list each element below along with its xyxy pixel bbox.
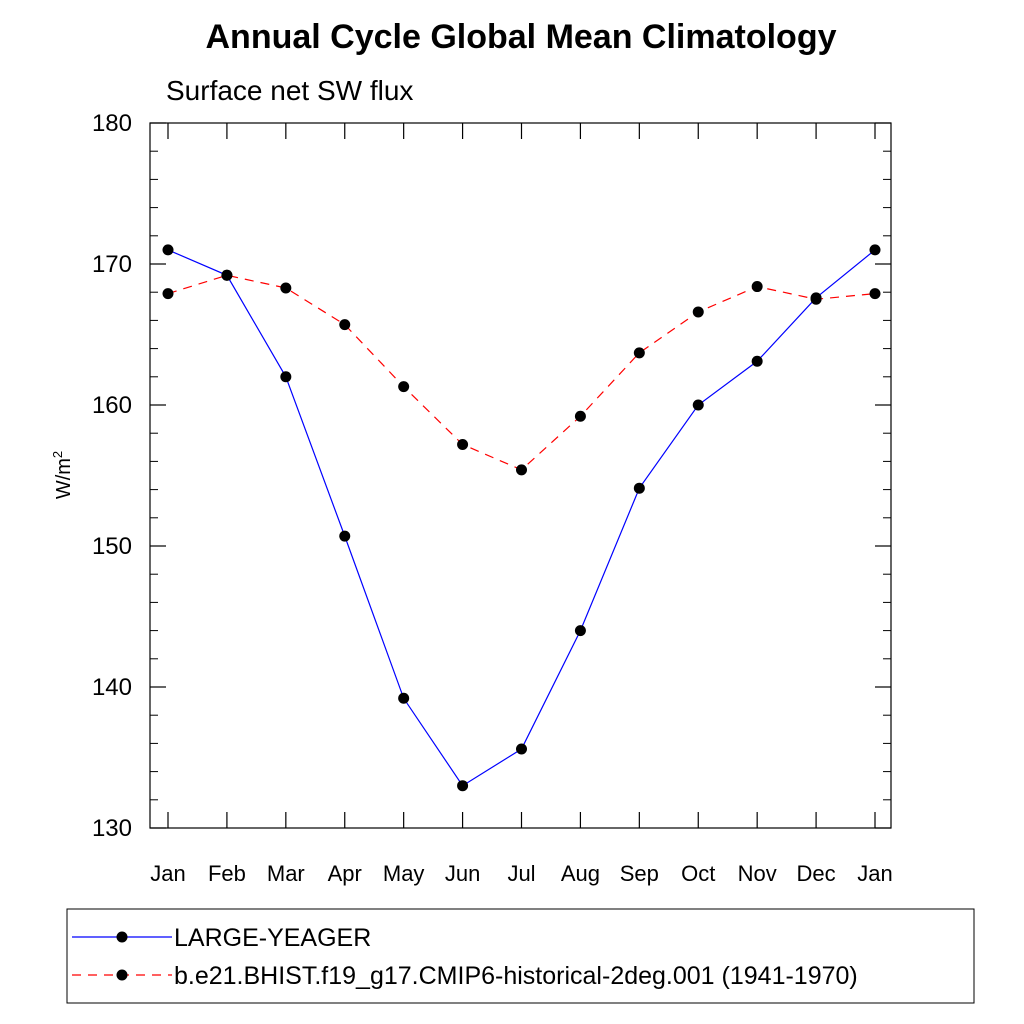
y-axis-label-text: W/m xyxy=(53,458,75,499)
x-tick-label: Aug xyxy=(561,861,600,886)
series-1-point xyxy=(516,464,527,476)
series-1-point xyxy=(162,288,174,300)
y-tick-label: 150 xyxy=(92,533,132,560)
x-tick-label: May xyxy=(383,861,425,886)
legend-label-0: LARGE-YEAGER xyxy=(174,924,371,952)
series-0-point xyxy=(516,743,527,755)
x-tick-label: Jan xyxy=(150,861,185,886)
series-1-point xyxy=(633,347,645,359)
legend-swatch-marker-0 xyxy=(116,931,128,943)
legend-swatch-marker-1 xyxy=(116,969,128,981)
y-tick-label: 130 xyxy=(92,815,132,842)
series-1-point xyxy=(221,269,233,281)
series-1-point xyxy=(751,281,763,293)
series-line-1 xyxy=(167,274,876,471)
series-0-point xyxy=(692,399,704,411)
y-tick-label: 180 xyxy=(92,110,132,137)
series-0-point xyxy=(751,355,763,367)
x-tick-label: Nov xyxy=(738,861,777,886)
x-tick-label: Jul xyxy=(507,861,535,886)
series-0-point xyxy=(633,482,645,494)
series-0-point xyxy=(869,244,881,256)
y-tick-label: 140 xyxy=(92,674,132,701)
y-tick-label: 170 xyxy=(92,251,132,278)
x-tick-label: Feb xyxy=(208,861,246,886)
series-1-point xyxy=(692,306,704,318)
legend-label-1: b.e21.BHIST.f19_g17.CMIP6-historical-2de… xyxy=(174,962,858,990)
y-axis-label: W/m2 xyxy=(50,451,75,499)
series-0-point xyxy=(398,692,410,704)
series-0-point xyxy=(457,780,469,792)
series-0-point xyxy=(339,530,351,542)
y-tick-label: 160 xyxy=(92,392,132,419)
series-0-point xyxy=(574,625,586,637)
legend-box xyxy=(66,908,975,1004)
x-tick-label: Jun xyxy=(445,861,480,886)
series-0-point xyxy=(280,371,292,383)
x-tick-label: Apr xyxy=(328,861,362,886)
y-axis-label-superscript: 2 xyxy=(50,451,65,458)
series-1-point xyxy=(457,438,469,450)
series-1-point xyxy=(398,381,410,393)
x-tick-label: Dec xyxy=(797,861,836,886)
series-1-point xyxy=(339,319,351,331)
chart-title: Annual Cycle Global Mean Climatology xyxy=(206,18,837,56)
series-1-point xyxy=(574,410,586,422)
series-1-point xyxy=(280,282,292,294)
series-1-point xyxy=(869,288,881,300)
series-line-0 xyxy=(167,249,876,787)
x-tick-label: Sep xyxy=(620,861,659,886)
series-0-point xyxy=(162,244,174,256)
series-1-point xyxy=(810,293,822,305)
x-tick-label: Jan xyxy=(857,861,892,886)
x-tick-label: Mar xyxy=(267,861,305,886)
x-tick-label: Oct xyxy=(681,861,715,886)
chart-subtitle: Surface net SW flux xyxy=(166,75,413,106)
plot-frame xyxy=(149,122,892,829)
